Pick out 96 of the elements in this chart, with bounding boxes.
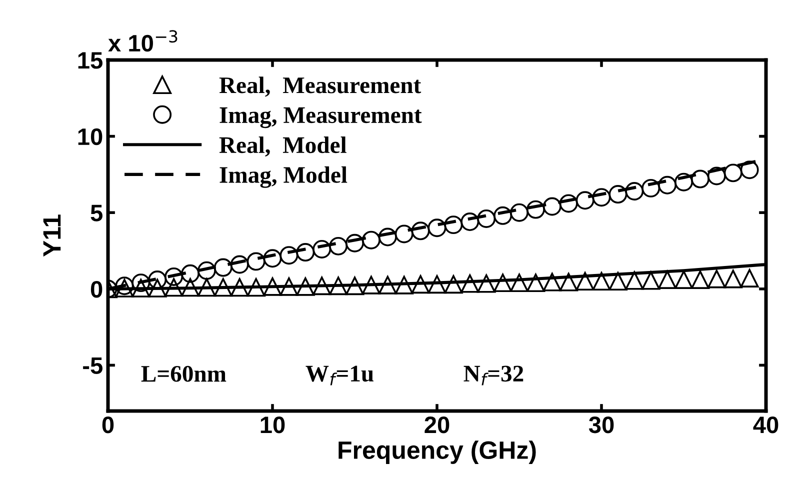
y-tick-label: 10 — [78, 128, 102, 146]
point — [329, 236, 348, 256]
point — [164, 278, 184, 297]
point — [494, 206, 512, 225]
point — [658, 270, 677, 289]
point — [724, 164, 742, 182]
point — [444, 216, 463, 234]
point — [625, 182, 644, 200]
y-axis-title: Y11 — [43, 214, 61, 257]
point — [362, 230, 380, 250]
point — [526, 200, 545, 219]
y-tick-label: 0 — [90, 280, 102, 298]
point — [559, 272, 578, 292]
point — [510, 274, 528, 292]
point — [362, 276, 380, 294]
point — [148, 278, 167, 298]
point — [674, 270, 693, 289]
point — [477, 274, 496, 293]
point — [230, 278, 249, 297]
point — [214, 258, 232, 277]
point — [576, 272, 594, 291]
point — [428, 218, 446, 238]
point — [642, 271, 660, 290]
point — [444, 275, 463, 294]
point — [428, 275, 446, 294]
x-axis-title: Frequency (GHz) — [338, 440, 536, 464]
point — [312, 240, 332, 258]
y-tick-label: 15 — [78, 52, 102, 69]
legend-label: Real, Model — [219, 136, 346, 157]
point — [608, 272, 628, 291]
point — [280, 277, 298, 296]
point — [378, 276, 397, 294]
point — [592, 272, 611, 291]
point — [246, 252, 266, 271]
point — [707, 270, 726, 288]
point — [214, 278, 232, 297]
legend-label: Real, Measurement — [219, 76, 422, 97]
point — [526, 274, 545, 292]
x-tick-label: 0 — [102, 416, 114, 434]
point — [460, 212, 480, 232]
point — [263, 277, 282, 296]
point — [197, 278, 216, 297]
point — [690, 270, 710, 289]
text: x 10$^{−3}$ — [108, 30, 178, 52]
point — [181, 278, 200, 297]
point — [148, 270, 167, 289]
annotation: L=60nm — [141, 366, 226, 382]
point — [494, 274, 512, 292]
point — [411, 275, 430, 294]
point — [642, 178, 660, 198]
point — [132, 278, 150, 298]
point — [658, 176, 677, 194]
point — [394, 276, 414, 294]
point — [559, 194, 578, 213]
point — [296, 277, 315, 296]
x-tick-label: 30 — [588, 416, 614, 434]
point — [625, 271, 644, 290]
point — [674, 172, 693, 192]
point — [346, 234, 364, 252]
point — [181, 264, 200, 283]
point — [477, 209, 496, 228]
annotation: W$_{f}$=1u — [306, 366, 374, 386]
x-tick-label: 20 — [424, 416, 450, 434]
point — [378, 228, 397, 246]
annotation: N$_{f}$=32 — [464, 366, 524, 386]
point — [394, 224, 414, 244]
point — [740, 268, 759, 288]
y-tick-label: -5 — [83, 358, 102, 374]
point — [576, 191, 594, 210]
point — [510, 203, 528, 222]
point — [411, 222, 430, 240]
x-tick-label: 10 — [260, 416, 285, 434]
point — [312, 276, 332, 296]
y-tick-label: 5 — [90, 204, 102, 222]
point — [197, 261, 216, 280]
point — [740, 160, 759, 180]
legend-label: Imag, Model — [220, 166, 348, 188]
point — [460, 274, 480, 293]
point — [164, 267, 184, 286]
legend-label: Imag, Measurement — [220, 107, 422, 128]
point — [230, 255, 249, 274]
point — [296, 243, 315, 262]
point — [724, 270, 742, 288]
point — [608, 185, 628, 204]
point — [263, 249, 282, 268]
point — [592, 188, 611, 207]
point — [280, 246, 298, 265]
point — [132, 274, 150, 292]
point — [542, 197, 562, 216]
point — [246, 278, 266, 297]
point — [690, 170, 710, 188]
point — [329, 276, 348, 296]
x-tick-label: 40 — [753, 416, 778, 434]
point — [346, 276, 364, 296]
point — [542, 272, 562, 292]
point — [707, 166, 726, 186]
